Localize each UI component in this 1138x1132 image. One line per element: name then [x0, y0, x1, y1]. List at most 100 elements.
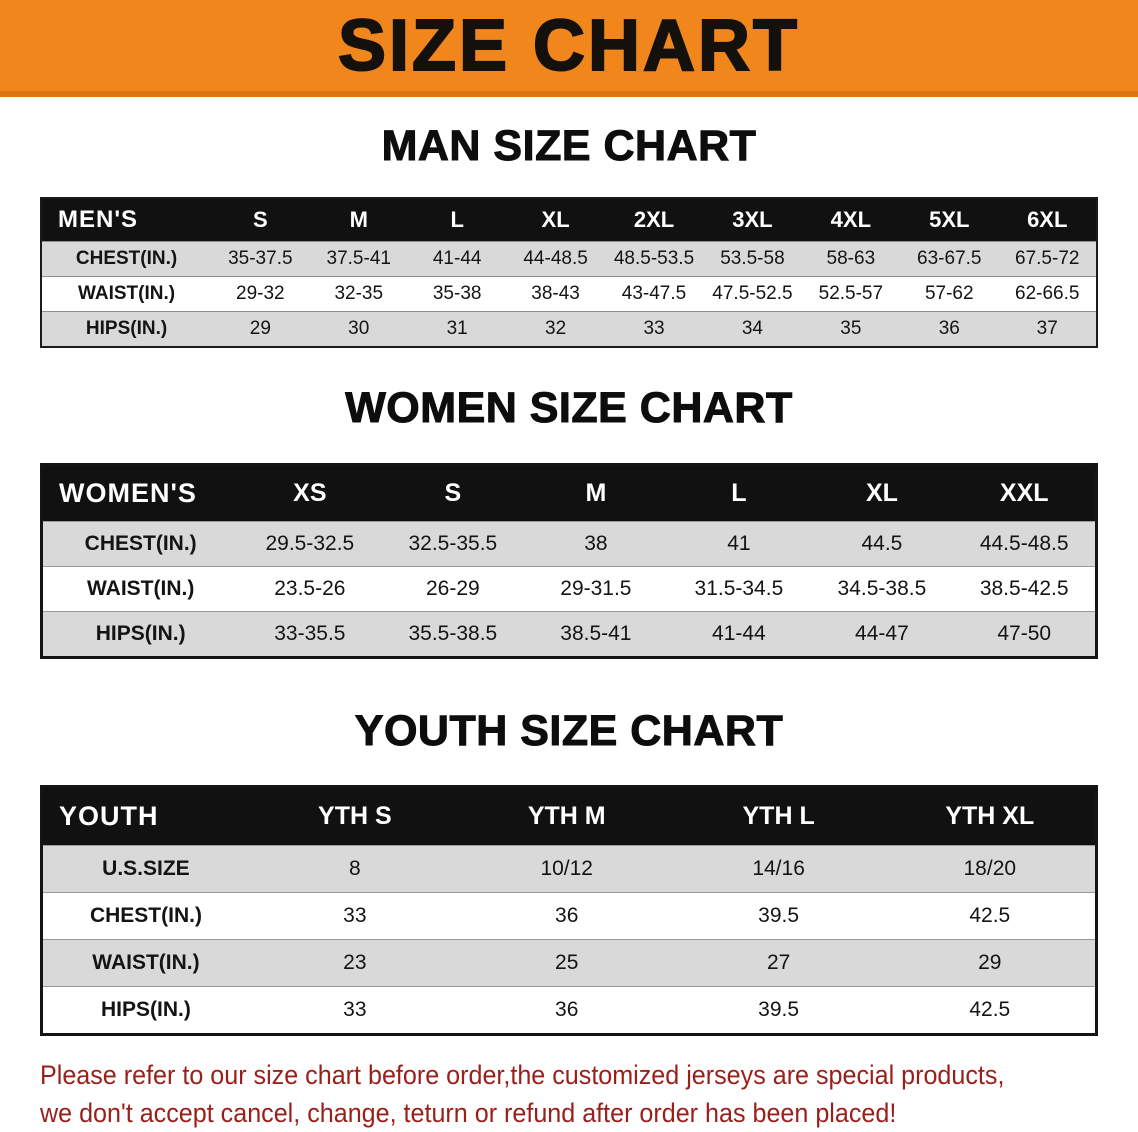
- row-label: WAIST(IN.): [92, 950, 200, 974]
- column-header: XXL: [953, 464, 1097, 522]
- cell: 27: [766, 950, 791, 974]
- size-table: WOMEN'S XS S M L XL XXL CHEST(IN.) 29.5-32.5 32.5…: [40, 462, 1098, 659]
- column-header: 2XL: [604, 198, 704, 242]
- row-label: WAIST(IN.): [78, 283, 176, 305]
- cell: 44-48.5: [523, 248, 588, 270]
- cell: 31: [446, 318, 468, 340]
- table-header-row: WOMEN'S XS S M L XL XXL: [41, 464, 1097, 522]
- youth-size-chart-heading: YOUTH SIZE CHART: [354, 706, 784, 755]
- table-row: HIPS(IN.) 33-35.5 35.5-38.5 38.5-41 41-44 44-…: [41, 611, 1097, 658]
- row-label: HIPS(IN.): [95, 621, 186, 645]
- women-size-chart-section: WOMEN SIZE CHART WOMEN'S XS S M L XL XXL CHEST(…: [0, 384, 1138, 659]
- table-row: HIPS(IN.) 29 30 31 32 33 34 35 36 37: [41, 311, 1097, 348]
- row-label: HIPS(IN.): [85, 318, 168, 340]
- table-body: U.S.SIZE 8 10/12 14/16 18/20 CHEST(IN.) 33 36 39…: [41, 845, 1097, 1035]
- cell: 32-35: [334, 283, 384, 305]
- column-header: XL: [506, 198, 605, 242]
- table-row: CHEST(IN.) 33 36 39.5 42.5: [41, 892, 1097, 940]
- cell: 34.5-38.5: [837, 576, 927, 600]
- youth-size-table: YOUTH YTH S YTH M YTH L YTH XL U.S.SIZE 8 10/12…: [40, 784, 1098, 1036]
- cell: 29-32: [236, 283, 285, 305]
- cell: 58-63: [826, 248, 876, 270]
- cell: 44-47: [855, 621, 909, 645]
- man-size-chart-heading: MAN SIZE CHART: [381, 122, 757, 171]
- cell: 41: [727, 531, 751, 555]
- cell: 39.5: [758, 903, 800, 927]
- cell: 35-37.5: [228, 248, 293, 270]
- cell: 35.5-38.5: [408, 621, 498, 645]
- cell: 33: [343, 997, 367, 1021]
- cell: 10/12: [540, 856, 593, 880]
- cell: 25: [555, 950, 579, 974]
- column-header: M: [309, 198, 408, 242]
- table-header-row: MEN'S S M L XL 2XL 3XL 4XL 5XL 6XL: [41, 198, 1097, 242]
- footer-note-line-1: Please refer to our size chart before or…: [40, 1059, 1005, 1090]
- cell: 33-35.5: [274, 621, 346, 645]
- cell: 29.5-32.5: [265, 531, 355, 555]
- footer-note-line-2: we don't accept cancel, change, teturn o…: [40, 1097, 897, 1128]
- cell: 33: [643, 318, 665, 340]
- cell: 29-31.5: [560, 576, 632, 600]
- column-header: YTH L: [672, 786, 885, 846]
- cell: 8: [348, 856, 361, 880]
- cell: 47-50: [997, 621, 1052, 645]
- table-title-cell: WOMEN'S: [41, 464, 239, 522]
- cell: 18/20: [963, 856, 1017, 880]
- table-row: HIPS(IN.) 33 36 39.5 42.5: [41, 986, 1097, 1035]
- column-header: 6XL: [998, 198, 1097, 242]
- table-row: U.S.SIZE 8 10/12 14/16 18/20: [41, 845, 1097, 893]
- cell: 35-38: [432, 283, 482, 305]
- row-label: CHEST(IN.): [75, 248, 178, 270]
- cell: 35: [840, 318, 862, 340]
- cell: 53.5-58: [720, 248, 785, 270]
- size-chart-banner: SIZE CHART: [0, 0, 1138, 97]
- cell: 38-43: [531, 283, 580, 305]
- cell: 44.5: [861, 531, 903, 555]
- cell: 36: [555, 903, 579, 927]
- column-header: 5XL: [900, 198, 999, 242]
- column-header: YTH XL: [884, 786, 1097, 846]
- row-label: U.S.SIZE: [102, 856, 190, 880]
- cell: 38.5-42.5: [979, 576, 1069, 600]
- cell: 43-47.5: [621, 283, 687, 305]
- cell: 62-66.5: [1015, 283, 1080, 305]
- table-head: MEN'S S M L XL 2XL 3XL 4XL 5XL 6XL: [41, 198, 1097, 242]
- column-header: 4XL: [801, 198, 901, 242]
- cell: 52.5-57: [818, 283, 884, 305]
- table-title-cell: YOUTH: [41, 786, 249, 846]
- cell: 33: [343, 903, 367, 927]
- cell: 30: [348, 318, 370, 340]
- cell: 42.5: [969, 903, 1011, 927]
- column-header: YTH S: [248, 786, 461, 846]
- cell: 44.5-48.5: [979, 531, 1069, 555]
- womens-size-table: WOMEN'S XS S M L XL XXL CHEST(IN.) 29.5-32.5 32.5…: [40, 462, 1098, 659]
- youth-size-chart-section: YOUTH SIZE CHART YOUTH YTH S YTH M YTH L YTH…: [0, 706, 1138, 1036]
- column-header: L: [667, 464, 811, 522]
- mens-size-table: MEN'S S M L XL 2XL 3XL 4XL 5XL 6XL CHEST(IN.) 35-37…: [40, 197, 1098, 349]
- table-head: YOUTH YTH S YTH M YTH L YTH XL: [41, 786, 1097, 846]
- row-label: WAIST(IN.): [87, 576, 195, 600]
- row-label: HIPS(IN.): [101, 997, 191, 1021]
- cell: 39.5: [758, 997, 800, 1021]
- cell: 48.5-53.5: [613, 248, 695, 270]
- column-header: XL: [810, 464, 954, 522]
- women-size-chart-heading: WOMEN SIZE CHART: [345, 384, 793, 433]
- cell: 31.5-34.5: [694, 576, 784, 600]
- column-header: L: [407, 198, 507, 242]
- cell: 26-29: [426, 576, 480, 600]
- banner-title: SIZE CHART: [337, 5, 800, 86]
- column-header: M: [524, 464, 668, 522]
- cell: 38: [584, 531, 608, 555]
- cell: 14/16: [752, 856, 805, 880]
- column-header: S: [211, 198, 310, 242]
- cell: 38.5-41: [560, 621, 632, 645]
- table-title-cell: MEN'S: [41, 198, 212, 242]
- cell: 29: [249, 318, 271, 340]
- table-header-row: YOUTH YTH S YTH M YTH L YTH XL: [41, 786, 1097, 846]
- column-header: XS: [238, 464, 382, 522]
- cell: 41-44: [712, 621, 766, 645]
- table-row: WAIST(IN.) 23 25 27 29: [41, 939, 1097, 987]
- row-label: CHEST(IN.): [84, 531, 197, 555]
- table-body: CHEST(IN.) 35-37.5 37.5-41 41-44 44-48.5 48.5…: [41, 241, 1097, 348]
- table-body: CHEST(IN.) 29.5-32.5 32.5-35.5 38 41 44.5 44.5…: [41, 521, 1097, 658]
